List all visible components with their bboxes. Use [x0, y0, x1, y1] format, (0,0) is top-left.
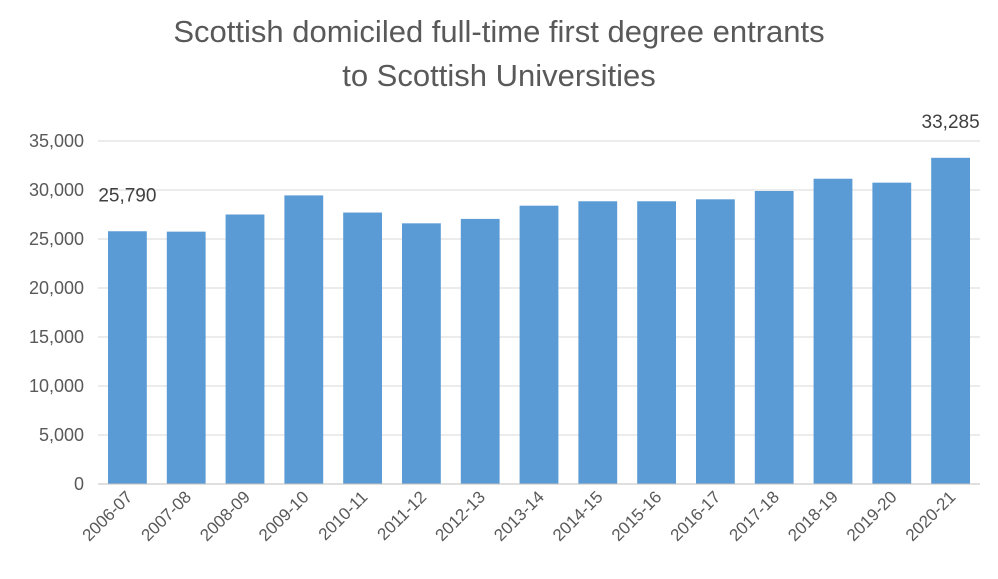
- x-tick-label: 2019-20: [843, 487, 901, 545]
- bar: [695, 199, 735, 484]
- bar: [343, 212, 383, 485]
- bar: [519, 205, 559, 484]
- x-tick-label: 2012-13: [431, 487, 489, 545]
- x-tick-label: 2008-09: [196, 487, 254, 545]
- x-tick-label: 2018-19: [784, 487, 842, 545]
- chart-title-line-1: Scottish domiciled full-time first degre…: [173, 14, 825, 49]
- bar: [460, 218, 500, 484]
- bar: [578, 201, 618, 484]
- bars: [107, 157, 971, 485]
- bar: [107, 231, 147, 484]
- x-tick-label: 2020-21: [902, 487, 960, 545]
- y-tick-label: 35,000: [29, 131, 84, 151]
- x-tick-label: 2014-15: [549, 487, 607, 545]
- y-tick-label: 30,000: [29, 180, 84, 200]
- data-label: 33,285: [922, 112, 980, 133]
- x-tick-label: 2013-14: [490, 487, 548, 545]
- y-tick-label: 20,000: [29, 278, 84, 298]
- x-tick-label: 2017-18: [725, 487, 783, 545]
- y-tick-label: 10,000: [29, 376, 84, 396]
- y-tick-label: 25,000: [29, 229, 84, 249]
- bar: [931, 157, 971, 484]
- bar: [284, 195, 324, 484]
- x-tick-label: 2016-17: [667, 487, 725, 545]
- y-tick-label: 15,000: [29, 327, 84, 347]
- bar: [872, 182, 912, 484]
- bar: [166, 231, 206, 484]
- bar: [401, 223, 441, 484]
- x-tick-label: 2015-16: [608, 487, 666, 545]
- bar: [754, 190, 794, 485]
- chart-title: Scottish domiciled full-time first degre…: [0, 10, 998, 98]
- x-tick-label: 2006-07: [79, 487, 137, 545]
- y-tick-label: 5,000: [39, 425, 84, 445]
- x-tick-labels: 2006-07 2007-08 2008-09 2009-10 2010-11 2011-…: [79, 487, 960, 545]
- x-tick-label: 2007-08: [137, 487, 195, 545]
- y-tick-labels: 0 5,000 10,000 15,000 20,000 25,000 30,000 35,0…: [29, 131, 84, 494]
- x-tick-label: 2010-11: [315, 487, 372, 544]
- chart-title-line-2: to Scottish Universities: [342, 58, 656, 93]
- data-labels: 25,790 33,285: [98, 112, 979, 206]
- bar: [637, 201, 677, 484]
- bar: [813, 178, 853, 485]
- y-tick-label: 0: [74, 474, 84, 494]
- x-tick-label: 2011-12: [374, 487, 431, 544]
- bar: [225, 214, 265, 484]
- data-label: 25,790: [98, 185, 156, 206]
- x-tick-label: 2009-10: [255, 487, 313, 545]
